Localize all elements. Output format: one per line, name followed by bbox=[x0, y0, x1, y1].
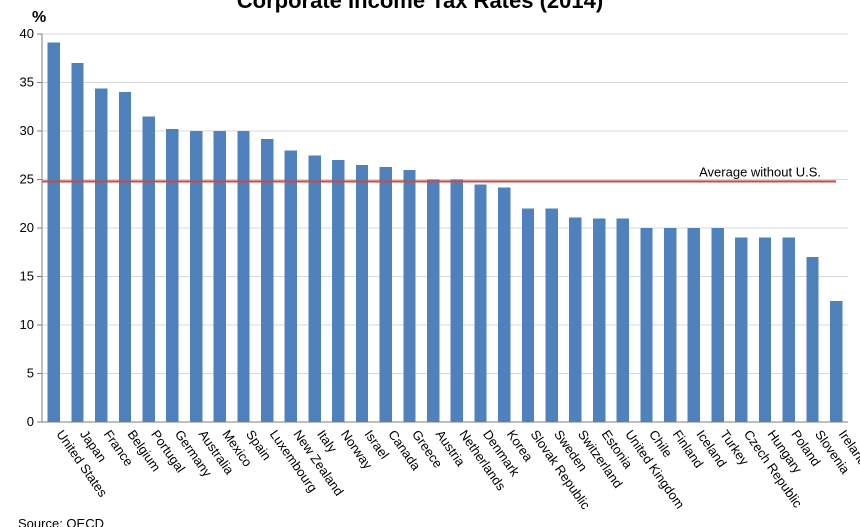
bars bbox=[47, 42, 843, 422]
bar bbox=[47, 42, 61, 422]
bar bbox=[450, 179, 464, 422]
y-tick-label: 5 bbox=[27, 366, 34, 381]
y-tick-label: 25 bbox=[20, 172, 34, 187]
bar bbox=[474, 184, 487, 422]
bar bbox=[213, 131, 226, 422]
bar bbox=[355, 164, 369, 422]
source-note: Source: OECD bbox=[18, 516, 104, 527]
bar bbox=[189, 131, 203, 422]
bar bbox=[379, 166, 392, 422]
bar bbox=[664, 228, 677, 422]
bar bbox=[806, 257, 819, 422]
bar bbox=[308, 155, 321, 422]
y-axis-ticks: 0 5 10 15 20 25 30 35 40 bbox=[20, 26, 34, 429]
bar bbox=[498, 187, 511, 422]
bar bbox=[687, 228, 701, 422]
bar bbox=[118, 92, 132, 422]
average-line-label: Average without U.S. bbox=[699, 164, 821, 179]
y-tick-label: 40 bbox=[20, 26, 34, 41]
y-tick-label: 35 bbox=[20, 75, 34, 90]
bar bbox=[71, 63, 84, 422]
bar bbox=[521, 208, 535, 422]
bar bbox=[261, 138, 274, 422]
bar bbox=[237, 131, 250, 422]
bar bbox=[758, 237, 772, 422]
bar bbox=[640, 228, 653, 422]
bar bbox=[711, 228, 724, 422]
gridlines bbox=[37, 33, 848, 423]
bar bbox=[284, 150, 298, 422]
bar bbox=[616, 218, 629, 422]
y-axis-unit: % bbox=[32, 9, 46, 26]
bar bbox=[829, 300, 843, 422]
bar bbox=[735, 237, 748, 422]
y-tick-label: 20 bbox=[20, 220, 34, 235]
y-tick-label: 10 bbox=[20, 317, 34, 332]
average-line-group: Average without U.S. bbox=[42, 164, 836, 183]
y-tick-label: 15 bbox=[20, 269, 34, 284]
y-tick-label: 0 bbox=[27, 414, 34, 429]
bar bbox=[592, 218, 606, 422]
bar bbox=[426, 179, 440, 422]
bar bbox=[403, 169, 416, 422]
bar bbox=[142, 116, 155, 422]
bar bbox=[95, 88, 108, 422]
x-axis-categories: United StatesJapanFranceBelgiumPortugalG… bbox=[53, 427, 860, 512]
bar bbox=[166, 129, 179, 422]
bar bbox=[545, 208, 558, 422]
bar bbox=[782, 237, 795, 422]
y-tick-label: 30 bbox=[20, 123, 34, 138]
bar bbox=[332, 160, 345, 422]
bar bbox=[569, 217, 582, 422]
chart-title: Corporate Income Tax Rates (2014) bbox=[237, 0, 603, 13]
